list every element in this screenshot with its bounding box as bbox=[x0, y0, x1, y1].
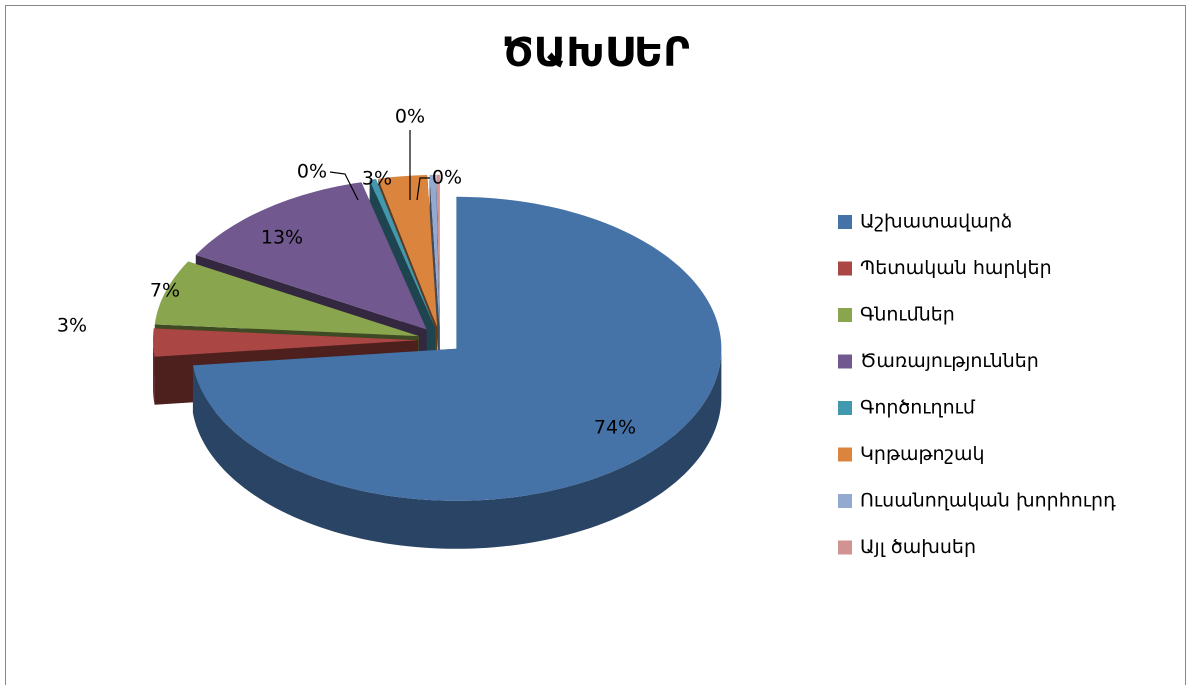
legend-swatch bbox=[838, 401, 852, 415]
slice bbox=[378, 175, 438, 327]
legend-label: Կրթաթոշակ bbox=[860, 443, 985, 465]
leader-line bbox=[416, 177, 430, 201]
legend-swatch bbox=[838, 354, 852, 369]
legend-swatch bbox=[838, 215, 852, 229]
legend-swatch bbox=[838, 447, 852, 462]
legend-label: Գնումներ bbox=[860, 304, 955, 326]
data-label: 0% bbox=[432, 167, 462, 189]
data-label: 13% bbox=[261, 227, 303, 249]
slice bbox=[153, 328, 419, 357]
legend-label: Պետական հարկեր bbox=[860, 257, 1052, 279]
chart-title: ԾԱԽՍԵՐ bbox=[502, 30, 690, 76]
slice bbox=[436, 174, 440, 327]
leader-line bbox=[329, 171, 359, 201]
slice-wall bbox=[192, 348, 722, 549]
legend-label: Ծառայություններ bbox=[860, 350, 1039, 372]
legend-label: Ուսանողական խորհուրդ bbox=[860, 490, 1116, 512]
data-label: 3% bbox=[57, 315, 87, 337]
legend-swatch bbox=[838, 261, 852, 276]
legend-label: Գործուղում bbox=[860, 397, 976, 419]
data-label: 7% bbox=[150, 280, 180, 302]
data-label: 0% bbox=[395, 106, 425, 128]
pie bbox=[153, 174, 722, 549]
legend-swatch bbox=[838, 494, 852, 508]
slice-wall bbox=[153, 340, 155, 405]
legend: Աշխատավարձ Պետական հարկեր Գնումներ Ծառայութ… bbox=[838, 211, 1116, 558]
data-label: 0% bbox=[297, 161, 327, 183]
data-label: 3% bbox=[362, 168, 392, 190]
data-label: 74% bbox=[594, 417, 636, 439]
slice bbox=[369, 178, 435, 328]
legend-label: Աշխատավարձ bbox=[860, 211, 1012, 233]
slice bbox=[429, 174, 440, 327]
slice bbox=[192, 196, 722, 501]
labels: 74% 3% 7% 13% 0% 3% 0% 0% bbox=[57, 106, 636, 439]
legend-swatch bbox=[838, 540, 852, 555]
slice bbox=[154, 261, 419, 337]
legend-label: Այլ ծախսեր bbox=[860, 536, 976, 558]
slice bbox=[195, 182, 427, 330]
legend-swatch bbox=[838, 308, 852, 322]
